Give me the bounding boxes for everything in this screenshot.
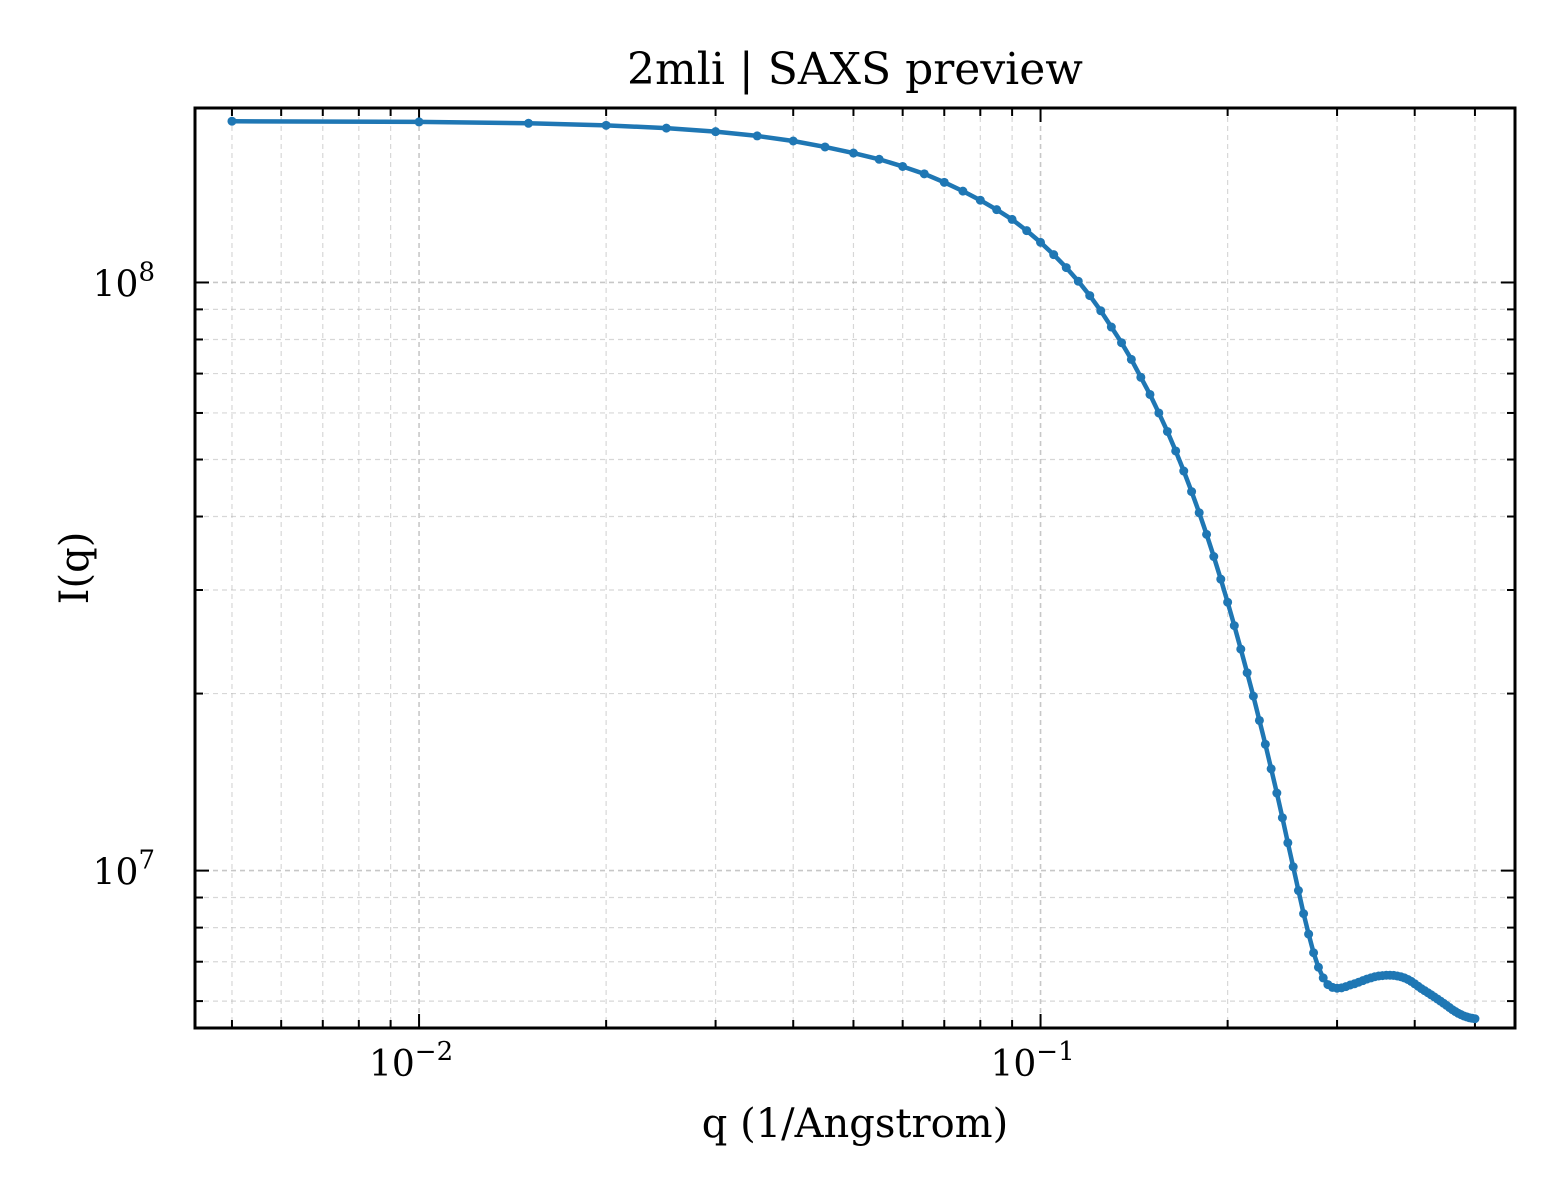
plot-frame [193,106,1517,1030]
data-point [601,120,611,130]
data-point [820,142,830,152]
data-point [788,136,798,146]
data-point [1470,1014,1480,1024]
data-point [1085,291,1095,301]
data-point [227,116,237,126]
data-point [975,195,985,205]
data-point [1283,838,1293,848]
x-axis-label: q (1/Angstrom) [702,1101,1008,1147]
tick-labels: 10−2 10−1 107 108 [93,257,1075,1085]
data-point [1260,739,1270,749]
data-point [414,117,424,127]
data-point [1073,276,1083,286]
series-group [227,116,1480,1024]
data-point [1304,929,1314,939]
data-point [958,186,968,196]
data-point [1309,948,1319,958]
data-point [1179,466,1189,476]
data-point [1096,306,1106,316]
data-point [711,127,721,137]
data-point [1145,389,1155,399]
data-point [1318,973,1328,983]
data-point [1293,886,1303,896]
data-point [1266,764,1276,774]
data-point [1022,226,1032,236]
data-point [919,169,929,179]
data-point [1171,446,1181,456]
data-point [1106,322,1116,332]
data-point [1223,597,1233,607]
data-point [1136,372,1146,382]
data-point [523,118,533,128]
chart-title: 2mli | SAXS preview [627,44,1083,95]
data-point [1236,644,1246,654]
grid [195,108,1515,1028]
data-point [848,148,858,158]
data-point [1288,862,1298,872]
data-point [1061,263,1071,273]
data-point [1299,909,1309,919]
data-point [1229,621,1239,631]
y-tick-label: 108 [93,257,155,305]
data-point [1117,338,1127,348]
x-tick-label: 10−2 [369,1037,453,1085]
data-point [1216,574,1226,584]
data-point [874,154,884,164]
data-point [1126,354,1136,364]
data-point [1162,426,1172,436]
data-point [1272,788,1282,798]
data-point [1187,487,1197,497]
x-tick-label: 10−1 [990,1037,1074,1085]
data-point [661,123,671,133]
data-point [1313,962,1323,972]
y-axis-label: I(q) [52,532,98,605]
data-point [939,177,949,187]
y-tick-label: 107 [93,846,155,894]
axis-ticks [195,108,1515,1028]
data-point [1049,250,1059,260]
data-point [1209,552,1219,562]
data-point [1242,668,1252,678]
data-point [898,161,908,171]
data-point [1194,508,1204,518]
data-point [1277,813,1287,823]
data-point [1248,691,1258,701]
data-point [1007,214,1017,224]
data-point [1254,715,1264,725]
data-point [992,205,1002,215]
data-point [1036,237,1046,247]
data-point [1202,529,1212,539]
data-point [752,131,762,141]
data-point [1154,408,1164,418]
